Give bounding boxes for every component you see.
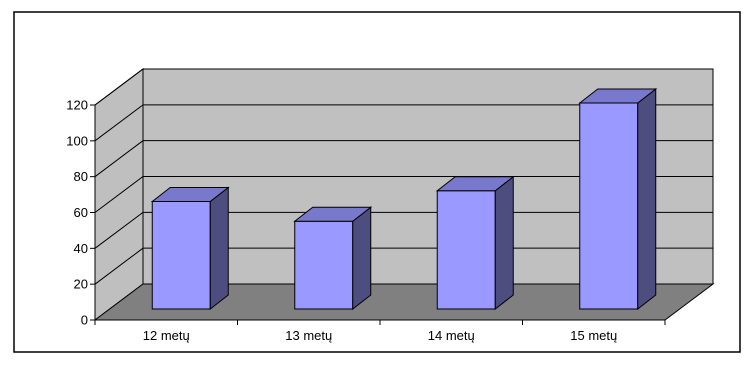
- bar-side: [637, 87, 657, 311]
- y-tick-label: 20: [74, 277, 88, 292]
- y-tick-label: 60: [74, 205, 88, 220]
- bar-top: [293, 206, 373, 222]
- y-tick-label: 40: [74, 241, 88, 256]
- y-axis: 0 20 40 60 80 100 120: [66, 98, 96, 328]
- bar-side: [209, 186, 229, 311]
- x-tick-label: 14 metų: [428, 328, 475, 343]
- gridline: [94, 176, 713, 213]
- gridline: [94, 68, 713, 106]
- bar-front: [294, 220, 354, 310]
- x-axis: 12 metų 13 metų 14 metų 15 metų: [94, 319, 666, 343]
- y-tick-label: 120: [66, 98, 88, 113]
- bar-front: [151, 201, 211, 310]
- x-tick-label: 13 metų: [285, 328, 332, 343]
- bar-top: [578, 88, 658, 104]
- x-tick-label: 12 metų: [143, 328, 190, 343]
- gridlines: [94, 68, 713, 285]
- y-tick-label: 80: [74, 169, 88, 184]
- bar-1: [150, 186, 230, 311]
- gridline: [94, 140, 713, 178]
- bar-3: [435, 175, 515, 311]
- bar-front: [579, 102, 639, 310]
- bar-2: [293, 206, 373, 311]
- bars: [150, 87, 658, 311]
- gridline: [94, 247, 713, 285]
- gridline: [94, 211, 713, 249]
- y-tick-label: 100: [66, 133, 88, 148]
- bar-top: [150, 187, 230, 202]
- bar-front: [436, 190, 496, 310]
- bar-side: [352, 206, 372, 311]
- bar-top: [435, 176, 515, 192]
- gridline: [94, 104, 713, 142]
- bar-side: [494, 175, 514, 311]
- x-tick-label: 15 metų: [570, 328, 617, 343]
- y-tick-label: 0: [81, 313, 88, 328]
- bar-4: [578, 87, 658, 311]
